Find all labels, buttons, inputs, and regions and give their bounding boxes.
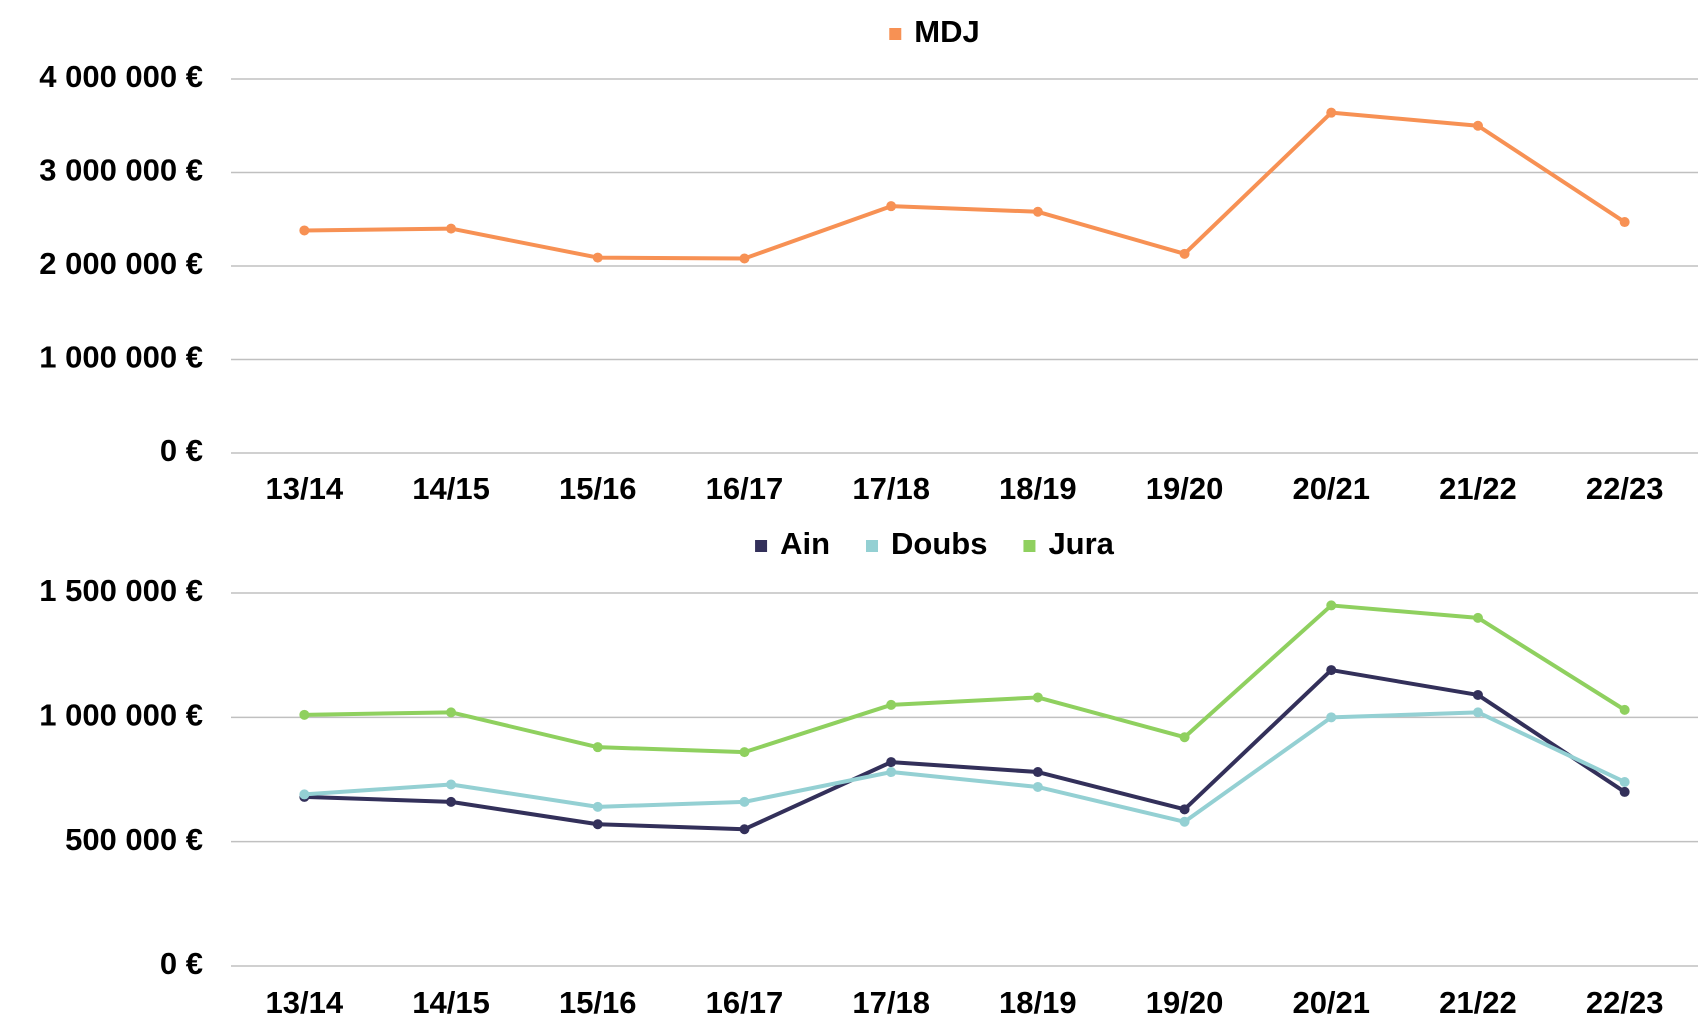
data-point — [1326, 665, 1337, 676]
data-point — [446, 779, 457, 790]
legend-label: Jura — [1048, 526, 1114, 561]
data-point — [1179, 804, 1190, 815]
x-tick-label: 13/14 — [266, 471, 344, 506]
x-tick-label: 13/14 — [266, 985, 344, 1020]
data-point — [1326, 107, 1337, 118]
x-tick-label: 22/23 — [1586, 471, 1664, 506]
data-point — [1326, 712, 1337, 723]
data-point — [739, 796, 750, 807]
data-point — [739, 747, 750, 758]
data-point — [886, 201, 897, 212]
x-tick-label: 18/19 — [999, 985, 1077, 1020]
x-tick-label: 20/21 — [1292, 471, 1370, 506]
data-point — [592, 819, 603, 830]
y-tick-label: 1 000 000 € — [39, 698, 203, 733]
series-line — [304, 110, 1626, 261]
data-point — [299, 709, 310, 720]
y-tick-label: 500 000 € — [65, 822, 203, 857]
y-tick-label: 1 000 000 € — [39, 340, 203, 375]
data-point — [1472, 612, 1483, 623]
x-tick-label: 19/20 — [1146, 471, 1224, 506]
x-tick-label: 14/15 — [412, 471, 490, 506]
data-point — [592, 742, 603, 753]
data-point — [592, 252, 603, 263]
data-point — [446, 223, 457, 234]
data-point — [446, 707, 457, 718]
x-tick-label: 19/20 — [1146, 985, 1224, 1020]
data-point — [1326, 600, 1337, 611]
y-tick-label: 2 000 000 € — [39, 246, 203, 281]
data-point — [739, 253, 750, 264]
data-point — [886, 767, 897, 778]
x-tick-label: 16/17 — [706, 471, 784, 506]
legend-swatch — [889, 28, 902, 40]
x-tick-label: 15/16 — [559, 471, 637, 506]
data-point — [299, 225, 310, 236]
y-tick-label: 3 000 000 € — [39, 153, 203, 188]
data-point — [1032, 692, 1043, 703]
x-tick-label: 16/17 — [706, 985, 784, 1020]
legend-swatch — [1023, 540, 1036, 552]
y-tick-label: 4 000 000 € — [39, 59, 203, 94]
x-tick-label: 18/19 — [999, 471, 1077, 506]
legend-label: Doubs — [891, 526, 987, 561]
data-point — [1032, 206, 1043, 217]
data-point — [1619, 786, 1630, 797]
data-point — [886, 757, 897, 768]
y-tick-label: 0 € — [160, 946, 203, 981]
data-point — [592, 801, 603, 812]
legend-swatch — [866, 540, 879, 552]
data-point — [1032, 767, 1043, 778]
x-tick-label: 21/22 — [1439, 985, 1517, 1020]
data-point — [1179, 248, 1190, 259]
y-tick-label: 0 € — [160, 433, 203, 468]
x-tick-label: 15/16 — [559, 985, 637, 1020]
series-line — [304, 668, 1626, 832]
data-point — [1619, 704, 1630, 715]
series-line — [304, 710, 1626, 824]
data-point — [886, 699, 897, 710]
legend: Ain Doubs Jura — [755, 526, 1115, 561]
data-point — [1472, 707, 1483, 718]
data-point — [446, 796, 457, 807]
legend: MDJ — [889, 14, 980, 49]
data-point — [1472, 120, 1483, 131]
data-point — [1179, 732, 1190, 743]
x-tick-label: 14/15 — [412, 985, 490, 1020]
y-tick-label: 1 500 000 € — [39, 573, 203, 608]
legend-label: Ain — [780, 526, 830, 561]
data-point — [1619, 217, 1630, 228]
x-tick-label: 20/21 — [1292, 985, 1370, 1020]
x-tick-label: 17/18 — [852, 471, 930, 506]
data-point — [1032, 781, 1043, 792]
x-tick-label: 21/22 — [1439, 471, 1517, 506]
series-line — [304, 603, 1626, 755]
legend-label: MDJ — [914, 14, 979, 49]
data-point — [299, 789, 310, 800]
data-point — [1619, 776, 1630, 787]
data-point — [1472, 689, 1483, 700]
legend-swatch — [755, 540, 768, 552]
x-tick-label: 22/23 — [1586, 985, 1664, 1020]
data-point — [1179, 816, 1190, 827]
x-tick-label: 17/18 — [852, 985, 930, 1020]
data-point — [739, 824, 750, 835]
